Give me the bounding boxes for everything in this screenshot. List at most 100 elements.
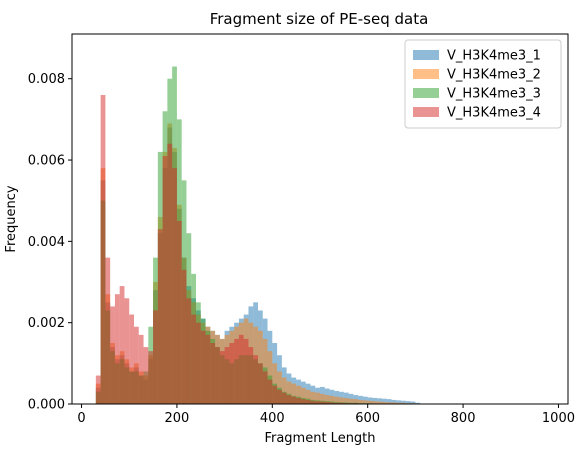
bar bbox=[372, 401, 378, 404]
bar bbox=[114, 294, 120, 404]
bar bbox=[148, 351, 154, 404]
bar bbox=[391, 402, 397, 404]
bar bbox=[386, 402, 392, 404]
bar bbox=[320, 393, 325, 404]
bar bbox=[367, 400, 373, 404]
bar bbox=[358, 399, 363, 404]
bar bbox=[210, 343, 216, 404]
bar bbox=[339, 397, 344, 404]
legend-swatch bbox=[413, 50, 439, 60]
bar bbox=[377, 401, 382, 404]
bar bbox=[362, 400, 368, 404]
y-tick-label: 0.006 bbox=[28, 154, 65, 169]
bar bbox=[329, 395, 335, 404]
legend-label: V_H3K4me3_3 bbox=[447, 87, 541, 102]
bar bbox=[215, 347, 220, 404]
bar bbox=[234, 338, 239, 404]
bar bbox=[186, 298, 192, 404]
bar bbox=[386, 399, 392, 404]
bar bbox=[100, 94, 106, 405]
bar bbox=[286, 381, 292, 404]
bar bbox=[377, 398, 382, 404]
bar bbox=[167, 143, 173, 404]
bar bbox=[105, 257, 111, 404]
y-tick-label: 0.000 bbox=[28, 398, 65, 413]
legend-label: V_H3K4me3_1 bbox=[447, 49, 541, 64]
y-axis-ticks: 0.000 0.002 0.004 0.006 0.008 bbox=[28, 72, 72, 413]
x-tick-label: 400 bbox=[260, 411, 285, 426]
bar bbox=[310, 391, 316, 404]
bar bbox=[300, 387, 306, 404]
chart-title: Fragment size of PE-seq data bbox=[210, 10, 429, 28]
bar bbox=[339, 402, 344, 404]
x-tick-label: 0 bbox=[77, 411, 85, 426]
bar bbox=[262, 371, 268, 404]
bar bbox=[157, 229, 163, 404]
bar bbox=[191, 314, 196, 404]
bar bbox=[305, 399, 311, 404]
legend-box bbox=[404, 39, 562, 129]
bar bbox=[172, 168, 177, 404]
x-tick-label: 800 bbox=[451, 411, 476, 426]
bar bbox=[324, 395, 330, 404]
y-tick-label: 0.004 bbox=[28, 235, 65, 250]
x-axis-label: Fragment Length bbox=[264, 431, 375, 446]
bar bbox=[243, 338, 249, 404]
bar bbox=[343, 397, 349, 404]
bar bbox=[396, 402, 402, 404]
bar bbox=[176, 221, 182, 404]
bar bbox=[219, 351, 225, 404]
legend: V_H3K4me3_1 V_H3K4me3_2 V_H3K4me3_3 V_H3K4m… bbox=[404, 39, 562, 129]
histogram-bars bbox=[95, 66, 421, 405]
bar bbox=[238, 334, 244, 404]
bar bbox=[124, 298, 130, 404]
bar bbox=[119, 286, 125, 404]
bar bbox=[329, 402, 335, 404]
bar bbox=[253, 355, 258, 404]
bar bbox=[153, 310, 158, 404]
bar bbox=[372, 397, 378, 404]
bar bbox=[291, 396, 297, 404]
bar bbox=[382, 401, 387, 404]
bar bbox=[401, 402, 406, 404]
legend-swatch bbox=[413, 69, 439, 79]
legend-swatch bbox=[413, 88, 439, 98]
bar bbox=[405, 401, 411, 404]
x-tick-label: 600 bbox=[355, 411, 380, 426]
bar bbox=[138, 334, 144, 404]
bar bbox=[310, 400, 316, 404]
bar bbox=[353, 399, 359, 404]
bar bbox=[196, 322, 201, 404]
bar bbox=[162, 155, 168, 404]
bar bbox=[324, 401, 330, 404]
bar bbox=[200, 330, 206, 404]
bar bbox=[129, 314, 134, 404]
x-tick-label: 200 bbox=[165, 411, 190, 426]
x-axis-ticks: 0 200 400 600 800 1000 bbox=[77, 404, 575, 426]
bar bbox=[343, 402, 349, 404]
bar bbox=[334, 402, 340, 404]
bar bbox=[286, 395, 292, 404]
bar bbox=[281, 377, 287, 404]
bar bbox=[415, 402, 421, 404]
plot-area-frame bbox=[71, 33, 569, 405]
bar bbox=[248, 347, 254, 404]
bar bbox=[95, 375, 101, 404]
bar bbox=[410, 401, 416, 404]
bar bbox=[367, 397, 373, 404]
legend-label: V_H3K4me3_2 bbox=[447, 68, 541, 83]
bar bbox=[391, 399, 397, 404]
bar bbox=[315, 392, 320, 404]
bar bbox=[291, 383, 297, 404]
bar bbox=[401, 400, 406, 404]
bar bbox=[110, 306, 115, 404]
bar bbox=[281, 392, 287, 404]
bar bbox=[396, 400, 402, 404]
bar bbox=[382, 398, 387, 404]
bar bbox=[305, 389, 311, 404]
bar bbox=[258, 363, 263, 404]
bar bbox=[267, 379, 273, 404]
bar bbox=[300, 399, 306, 404]
bar bbox=[181, 269, 187, 404]
